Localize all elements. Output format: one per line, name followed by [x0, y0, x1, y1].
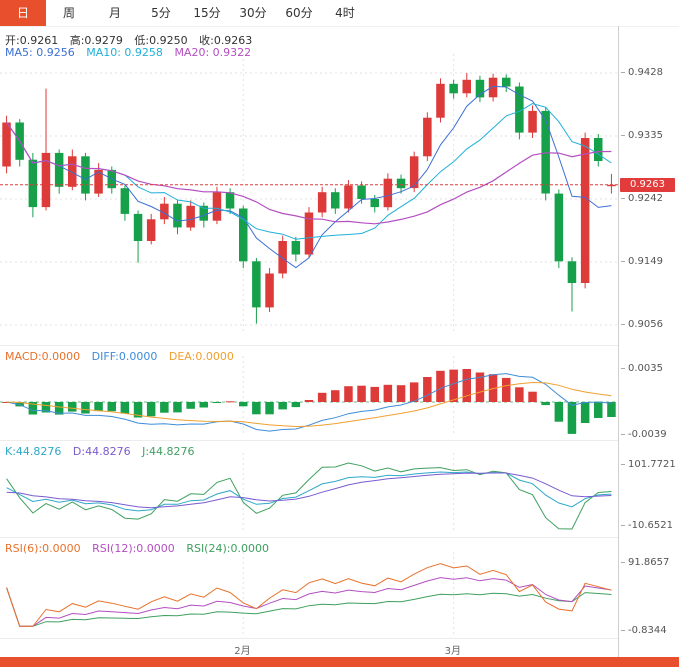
kdj-chart[interactable]	[0, 441, 618, 538]
y-axis-label: 0.9242	[621, 193, 663, 204]
rsi24-value: RSI(24):0.0000	[186, 542, 269, 555]
timeframe-toolbar: 日 周 月 5分 15分 30分 60分 4时	[0, 0, 679, 27]
timeframe-tab-6[interactable]: 30分	[239, 6, 267, 20]
d-value: D:44.8276	[72, 445, 131, 458]
macd-panel[interactable]: MACD:0.0000 DIFF:0.0000 DEA:0.0000	[0, 345, 618, 441]
current-price-badge: 0.9263	[620, 177, 675, 192]
macd-chart[interactable]	[0, 346, 618, 441]
macd-axis-min: -0.0039	[621, 429, 667, 440]
timeframe-tab-1[interactable]: 日	[0, 0, 46, 26]
ma20-readout: MA20: 0.9322	[174, 46, 252, 59]
x-axis-label-mar: 3月	[444, 646, 461, 657]
y-axis: 0.9428 0.9335 0.9242 0.9149 0.9056 0.926…	[618, 26, 679, 657]
macd-value: MACD:0.0000	[5, 350, 81, 363]
timeframe-tab-2[interactable]: 周	[62, 6, 75, 20]
timeframe-tab-7[interactable]: 60分	[285, 6, 313, 20]
timeframe-tab-8[interactable]: 4时	[335, 6, 355, 20]
bottom-accent-bar	[0, 657, 679, 667]
candlestick-panel[interactable]: 开:0.9261 高:0.9279 低:0.9250 收:0.9263 MA5:…	[0, 26, 618, 345]
rsi-readout: RSI(6):0.0000 RSI(12):0.0000 RSI(24):0.0…	[5, 542, 277, 555]
timeframe-tab-5[interactable]: 15分	[193, 6, 221, 20]
k-value: K:44.8276	[5, 445, 62, 458]
candles	[2, 73, 616, 324]
low-readout: 低:0.9250	[134, 34, 188, 47]
ma10-readout: MA10: 0.9258	[86, 46, 163, 59]
rsi6-value: RSI(6):0.0000	[5, 542, 81, 555]
kdj-axis-min: -10.6521	[621, 520, 673, 531]
x-axis-label-feb: 2月	[234, 646, 251, 657]
diff-value: DIFF:0.0000	[91, 350, 158, 363]
rsi-panel[interactable]: RSI(6):0.0000 RSI(12):0.0000 RSI(24):0.0…	[0, 537, 618, 639]
timeframe-tab-3[interactable]: 月	[108, 6, 121, 20]
y-axis-label: 0.9149	[621, 256, 663, 267]
kdj-panel[interactable]: K:44.8276 D:44.8276 J:44.8276	[0, 440, 618, 538]
close-readout: 收:0.9263	[199, 34, 253, 47]
y-axis-label: 0.9428	[621, 67, 663, 78]
open-readout: 开:0.9261	[5, 34, 59, 47]
ohlc-readout: 开:0.9261 高:0.9279 低:0.9250 收:0.9263	[5, 32, 260, 48]
dea-value: DEA:0.0000	[168, 350, 234, 363]
kdj-axis-max: 101.7721	[621, 459, 676, 470]
ma-readout: MA5: 0.9256 MA10: 0.9258 MA20: 0.9322	[5, 46, 259, 59]
chart-area: 开:0.9261 高:0.9279 低:0.9250 收:0.9263 MA5:…	[0, 26, 679, 657]
rsi-axis-min: -0.8344	[621, 625, 667, 636]
y-axis-label: 0.9056	[621, 319, 663, 330]
high-readout: 高:0.9279	[69, 34, 123, 47]
rsi-axis-max: 91.8657	[621, 557, 669, 568]
y-axis-label: 0.9335	[621, 130, 663, 141]
timeframe-tab-4[interactable]: 5分	[151, 6, 171, 20]
x-axis: 2月 3月	[0, 638, 618, 658]
candlestick-chart[interactable]	[0, 26, 618, 345]
rsi-chart[interactable]	[0, 538, 618, 639]
kdj-readout: K:44.8276 D:44.8276 J:44.8276	[5, 445, 203, 458]
rsi12-value: RSI(12):0.0000	[92, 542, 175, 555]
macd-axis-max: 0.0035	[621, 363, 663, 374]
ma5-readout: MA5: 0.9256	[5, 46, 75, 59]
j-value: J:44.8276	[142, 445, 195, 458]
macd-readout: MACD:0.0000 DIFF:0.0000 DEA:0.0000	[5, 350, 242, 363]
